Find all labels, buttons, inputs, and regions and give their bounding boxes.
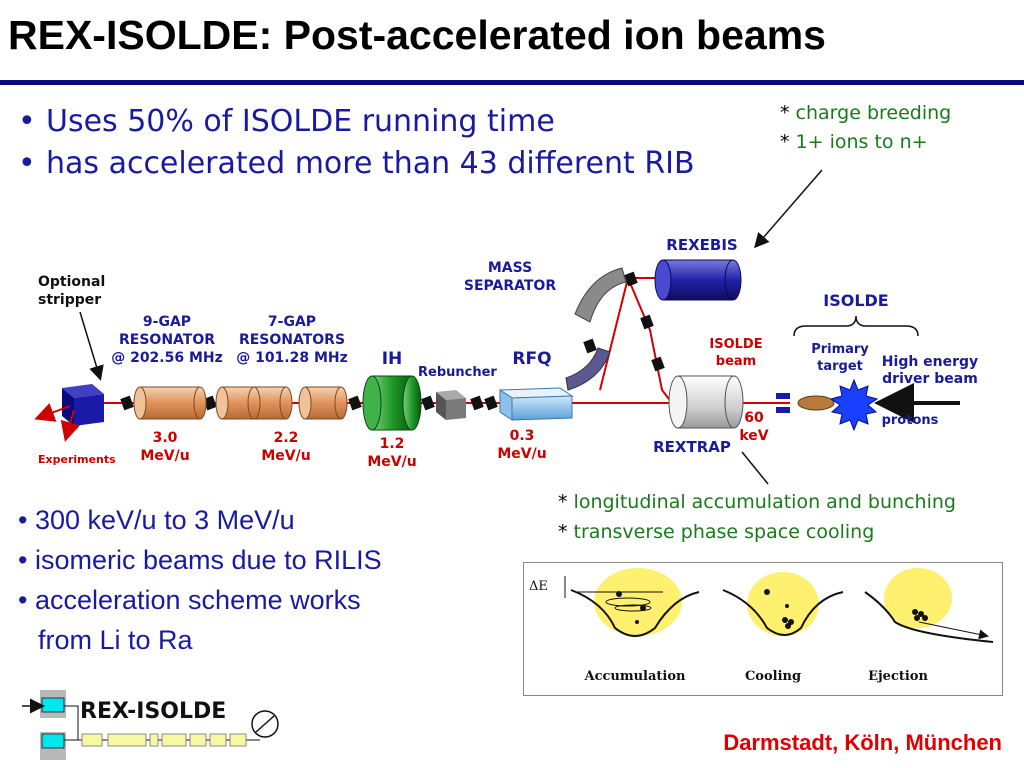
rfq [498,387,574,421]
energy-label: MeV/u [497,446,546,462]
rextrap-note: * transverse phase space cooling [558,521,875,543]
bending-magnet [565,347,611,391]
isolde-beam-label: ISOLDE [709,337,762,352]
bottom-bullet: • isomeric beams due to RILIS [18,545,382,575]
stripper-cube [62,384,104,426]
rexebis-label: REXEBIS [666,236,737,254]
energy-label: keV [739,428,768,444]
optional-stripper-label: stripper [38,292,101,308]
top-bullet: • has accelerated more than 43 different … [18,146,695,181]
ih-structure [362,375,422,431]
charge-breeding-note: * charge breeding [780,102,952,124]
driver-beam-label: driver beam [882,371,978,387]
footer-institutions: Darmstadt, Köln, München [723,730,1002,755]
7-gap-label: @ 101.28 MHz [236,350,348,366]
energy-label: 3.0 [153,430,178,446]
slide-title: REX-ISOLDE: Post-accelerated ion beams [8,12,826,58]
rextrap-pointer-line [741,451,769,485]
rebuncher-label: Rebuncher [418,365,497,380]
bottom-bullet-text: 300 keV/u to 3 MeV/u [34,505,295,535]
rextrap [668,375,744,429]
target-burst [829,378,879,432]
9-gap-label: RESONATOR [119,332,215,348]
energy-label: 2.2 [274,430,299,446]
rextrap-label: REXTRAP [653,438,731,456]
beamline-diagram: Optional stripper Experiments 9-GAP RESO… [34,169,978,485]
trap-cooling-inset: ΔE Accumulation Cooling Ejection [523,562,1003,696]
rebuncher [436,390,466,420]
energy-label: MeV/u [140,448,189,464]
experiments-arrows [34,403,81,442]
energy-label: 60 [744,410,764,426]
title-rule [0,80,1024,85]
bullet-dot: • [18,104,36,139]
7-gap-label: 7-GAP [268,314,316,330]
bottom-bullet-text: acceleration scheme works [34,585,361,615]
inset-label: Cooling [745,669,801,684]
ih-label: IH [382,349,403,369]
top-bullet: • Uses 50% of ISOLDE running time [18,104,555,139]
top-bullet-text: has accelerated more than 43 different R… [46,146,695,181]
7-gap-resonators [215,386,348,420]
primary-target-label: Primary [811,342,869,357]
rex-isolde-logo: REX-ISOLDE [22,690,279,760]
bottom-bullet: • acceleration scheme works [18,585,361,615]
note-text: charge breeding [795,102,952,124]
rfq-label: RFQ [512,349,551,369]
bottom-bullet-text: isomeric beams due to RILIS [34,545,382,575]
accumulation-panel: Accumulation [570,568,700,684]
rextrap-note: * longitudinal accumulation and bunching [558,491,956,513]
logo-text: REX-ISOLDE [80,699,226,724]
optional-stripper-label: Optional [38,274,105,290]
beam-magnets [120,271,665,411]
9-gap-label: 9-GAP [143,314,191,330]
note-text: transverse phase space cooling [573,521,875,543]
driver-beam-label: High energy [882,354,978,370]
bottom-bullet: • 300 keV/u to 3 MeV/u [18,505,295,535]
energy-label: 1.2 [380,436,405,452]
bottom-bullets: • 300 keV/u to 3 MeV/u • isomeric beams … [18,500,382,660]
mass-separator-label: MASS [488,260,532,276]
stripper-arrow [79,311,104,381]
mass-separator [574,267,627,323]
rexebis-arrow [754,169,823,249]
bullet-dot: • [18,146,36,181]
primary-target-label: target [817,359,863,374]
isolde-beam-label: beam [716,354,756,369]
bottom-bullet-text: from Li to Ra [38,625,193,655]
top-bullet-text: Uses 50% of ISOLDE running time [46,104,555,139]
isolde-label: ISOLDE [823,291,888,310]
ejection-panel: Ejection [864,568,994,684]
7-gap-label: RESONATORS [239,332,345,348]
isolde-brace [793,315,919,337]
9-gap-label: @ 202.56 MHz [111,350,223,366]
experiments-label: Experiments [38,453,116,466]
energy-label: 0.3 [510,428,535,444]
ion-source [776,393,835,413]
note-text: 1+ ions to n+ [795,131,928,153]
inset-label: Accumulation [583,669,686,684]
energy-label: MeV/u [261,448,310,464]
inset-label: Ejection [868,669,928,684]
mass-separator-label: SEPARATOR [464,278,556,294]
protons-label: protons [882,413,939,428]
cooling-panel: Cooling [722,572,844,684]
bottom-bullet: from Li to Ra [18,620,382,660]
delta-e-label: ΔE [529,579,548,594]
energy-label: MeV/u [367,454,416,470]
9-gap-resonator [133,386,207,420]
note-text: longitudinal accumulation and bunching [573,491,956,513]
ion-charge-note: * 1+ ions to n+ [780,131,928,153]
rexebis [654,259,742,301]
